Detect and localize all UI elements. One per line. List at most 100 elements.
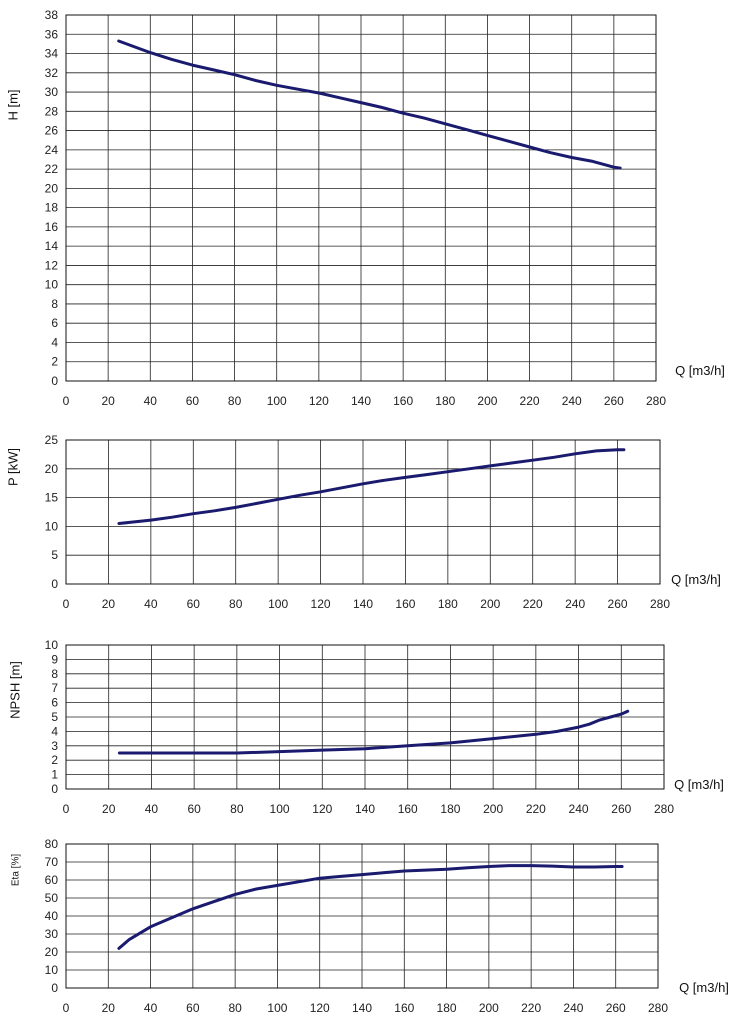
head-y-tick-label: 0 [51, 374, 58, 388]
npsh-x-tick-label: 60 [187, 802, 201, 816]
head-x-tick-label: 180 [435, 394, 455, 408]
head-y-tick-label: 22 [45, 162, 59, 176]
power-y-tick-label: 0 [51, 577, 58, 591]
eta-y-tick-label: 60 [45, 873, 59, 887]
npsh-y-tick-label: 10 [45, 638, 59, 652]
npsh-y-tick-label: 1 [51, 768, 58, 782]
head-x-axis-label: Q [m3/h] [675, 363, 725, 378]
power-x-tick-label: 240 [565, 597, 585, 611]
npsh-y-tick-label: 5 [51, 710, 58, 724]
head-y-tick-label: 10 [45, 278, 59, 292]
eta-y-tick-label: 20 [45, 945, 59, 959]
eta-x-tick-label: 0 [63, 1001, 70, 1015]
power-x-tick-label: 120 [311, 597, 331, 611]
eta-x-tick-label: 200 [479, 1001, 499, 1015]
eta-y-tick-label: 80 [45, 837, 59, 851]
head-y-tick-label: 4 [51, 335, 58, 349]
head-x-tick-label: 240 [562, 394, 582, 408]
head-y-tick-label: 2 [51, 355, 58, 369]
npsh-x-tick-label: 120 [312, 802, 332, 816]
power-x-tick-label: 280 [650, 597, 670, 611]
head-y-tick-label: 30 [45, 85, 59, 99]
npsh-x-tick-label: 20 [102, 802, 116, 816]
head-y-tick-label: 38 [45, 8, 59, 22]
eta-y-tick-label: 30 [45, 927, 59, 941]
head-y-tick-label: 16 [45, 220, 59, 234]
eta-x-tick-label: 220 [521, 1001, 541, 1015]
head-x-tick-label: 0 [63, 394, 70, 408]
eta-plot-frame [65, 843, 659, 989]
eta-chart: 0 20 40 60 80 100 120 140 160 180 200 220 240 260 280 0… [11, 837, 729, 1015]
head-curve [117, 39, 622, 170]
npsh-x-tick-label: 220 [526, 802, 546, 816]
eta-y-axis-label: Eta [%] [11, 854, 22, 886]
eta-x-tick-label: 40 [144, 1001, 158, 1015]
npsh-x-tick-label: 280 [654, 802, 674, 816]
eta-x-tick-label: 80 [228, 1001, 242, 1015]
eta-y-tick-label: 0 [51, 981, 58, 995]
power-x-tick-label: 100 [268, 597, 288, 611]
npsh-y-tick-label: 8 [51, 667, 58, 681]
npsh-y-tick-label: 7 [51, 681, 58, 695]
power-x-tick-label: 260 [608, 597, 628, 611]
npsh-x-tick-label: 160 [398, 802, 418, 816]
eta-x-tick-label: 260 [606, 1001, 626, 1015]
npsh-chart: 0 20 40 60 80 100 120 140 160 180 200 220 240 260 280 0… [7, 638, 723, 816]
head-x-tick-label: 60 [186, 394, 200, 408]
eta-y-tick-label: 70 [45, 855, 59, 869]
npsh-y-tick-label: 3 [51, 739, 58, 753]
power-x-tick-label: 180 [438, 597, 458, 611]
eta-x-tick-label: 60 [186, 1001, 200, 1015]
power-y-axis-label: P [kW] [5, 448, 20, 486]
head-y-tick-label: 26 [45, 124, 59, 138]
npsh-x-tick-label: 200 [483, 802, 503, 816]
npsh-y-tick-label: 0 [51, 782, 58, 796]
power-x-tick-label: 200 [480, 597, 500, 611]
power-x-tick-label: 0 [63, 597, 70, 611]
eta-x-axis-label: Q [m3/h] [679, 980, 729, 995]
head-x-tick-label: 160 [393, 394, 413, 408]
eta-x-tick-label: 180 [437, 1001, 457, 1015]
head-y-tick-label: 8 [51, 297, 58, 311]
npsh-x-axis-label: Q [m3/h] [674, 777, 724, 792]
power-x-tick-label: 160 [395, 597, 415, 611]
power-x-tick-label: 40 [144, 597, 158, 611]
npsh-x-tick-label: 0 [63, 802, 70, 816]
head-x-tick-label: 260 [604, 394, 624, 408]
npsh-x-tick-label: 260 [611, 802, 631, 816]
head-plot-frame [65, 14, 657, 382]
head-x-tick-label: 40 [144, 394, 158, 408]
npsh-x-tick-label: 240 [569, 802, 589, 816]
eta-x-tick-label: 100 [267, 1001, 287, 1015]
npsh-curve [117, 709, 630, 755]
eta-x-tick-label: 280 [648, 1001, 668, 1015]
head-x-tick-label: 100 [267, 394, 287, 408]
eta-y-tick-label: 40 [45, 909, 59, 923]
power-plot-frame [65, 439, 661, 585]
power-x-tick-label: 80 [229, 597, 243, 611]
power-y-tick-label: 20 [45, 462, 59, 476]
head-y-tick-label: 12 [45, 258, 59, 272]
npsh-x-tick-label: 140 [355, 802, 375, 816]
power-x-tick-label: 20 [102, 597, 116, 611]
npsh-x-tick-label: 180 [440, 802, 460, 816]
head-x-tick-label: 80 [228, 394, 242, 408]
eta-curve [117, 864, 624, 950]
power-y-tick-label: 25 [45, 433, 59, 447]
npsh-x-tick-label: 80 [230, 802, 244, 816]
npsh-y-axis-label: NPSH [m] [7, 661, 22, 719]
eta-y-tick-label: 50 [45, 891, 59, 905]
head-y-tick-label: 32 [45, 66, 59, 80]
power-x-tick-label: 140 [353, 597, 373, 611]
eta-x-tick-label: 160 [394, 1001, 414, 1015]
power-y-tick-label: 10 [45, 519, 59, 533]
eta-x-tick-label: 20 [102, 1001, 116, 1015]
power-x-tick-label: 60 [187, 597, 201, 611]
eta-x-tick-label: 120 [310, 1001, 330, 1015]
head-y-tick-label: 14 [45, 239, 59, 253]
head-chart: 0 20 40 60 80 100 120 140 160 180 200 220 240 260 2800… [5, 8, 724, 408]
head-x-tick-label: 120 [309, 394, 329, 408]
head-y-tick-label: 28 [45, 104, 59, 118]
power-x-axis-label: Q [m3/h] [671, 572, 721, 587]
